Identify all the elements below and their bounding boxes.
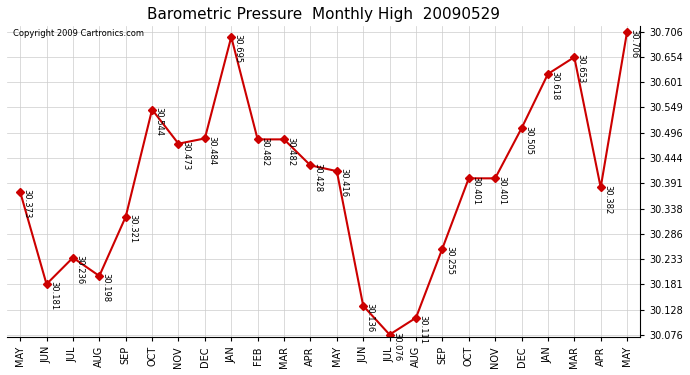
Text: 30.255: 30.255	[445, 246, 454, 275]
Text: 30.236: 30.236	[75, 255, 84, 284]
Text: 30.136: 30.136	[366, 303, 375, 332]
Text: 30.544: 30.544	[155, 107, 164, 136]
Text: 30.111: 30.111	[418, 315, 427, 344]
Text: 30.505: 30.505	[524, 126, 533, 154]
Text: 30.401: 30.401	[471, 176, 480, 204]
Text: Copyright 2009 Cartronics.com: Copyright 2009 Cartronics.com	[13, 29, 144, 38]
Text: 30.618: 30.618	[551, 71, 560, 100]
Text: 30.706: 30.706	[629, 29, 638, 58]
Text: 30.473: 30.473	[181, 141, 190, 170]
Text: 30.416: 30.416	[339, 168, 348, 198]
Text: 30.181: 30.181	[49, 281, 58, 310]
Text: 30.482: 30.482	[260, 136, 269, 166]
Text: 30.076: 30.076	[392, 332, 401, 361]
Text: 30.321: 30.321	[128, 214, 137, 243]
Text: 30.401: 30.401	[497, 176, 506, 204]
Text: 30.428: 30.428	[313, 163, 322, 192]
Text: 30.382: 30.382	[603, 185, 612, 214]
Text: 30.198: 30.198	[101, 273, 111, 302]
Text: 30.482: 30.482	[286, 136, 295, 166]
Text: 30.653: 30.653	[577, 54, 586, 84]
Text: 30.373: 30.373	[23, 189, 32, 218]
Text: 30.695: 30.695	[234, 34, 243, 63]
Title: Barometric Pressure  Monthly High  20090529: Barometric Pressure Monthly High 2009052…	[147, 7, 500, 22]
Text: 30.484: 30.484	[207, 136, 216, 165]
